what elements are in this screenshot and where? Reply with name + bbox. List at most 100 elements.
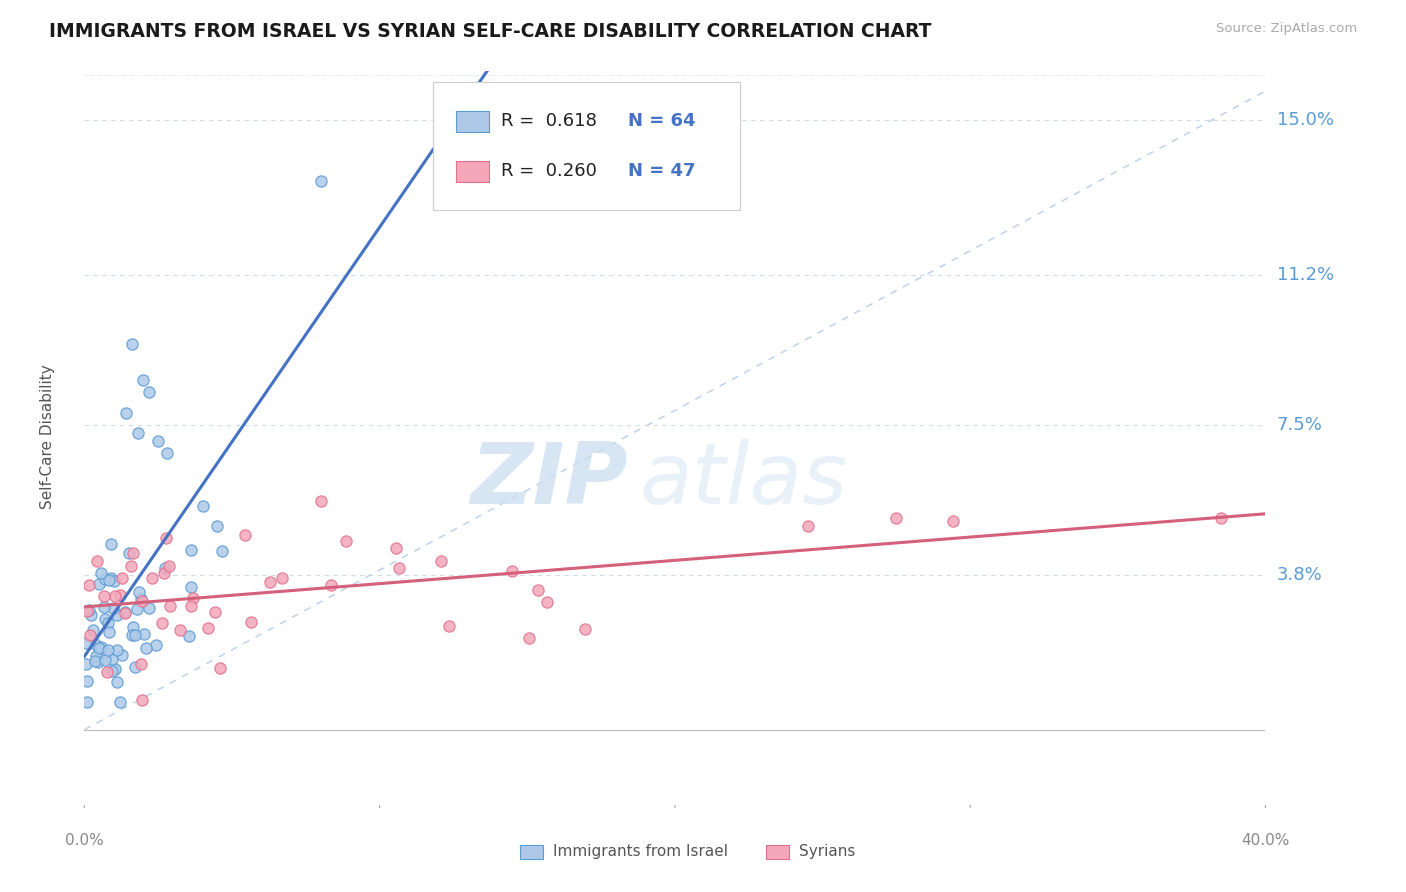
Point bbox=[501, 565, 523, 579]
Point bbox=[127, 425, 149, 440]
Text: 15.0%: 15.0% bbox=[1277, 112, 1333, 129]
Point bbox=[108, 695, 131, 709]
Point bbox=[104, 590, 127, 604]
Point bbox=[148, 434, 170, 449]
FancyBboxPatch shape bbox=[457, 112, 489, 132]
Point bbox=[77, 578, 100, 592]
Point bbox=[93, 589, 115, 603]
Point bbox=[141, 571, 163, 585]
Text: N = 47: N = 47 bbox=[627, 162, 695, 180]
Point bbox=[385, 541, 408, 555]
Point bbox=[129, 591, 152, 606]
Point bbox=[439, 619, 461, 633]
Point bbox=[121, 336, 143, 351]
Point bbox=[77, 603, 100, 617]
Text: IMMIGRANTS FROM ISRAEL VS SYRIAN SELF-CARE DISABILITY CORRELATION CHART: IMMIGRANTS FROM ISRAEL VS SYRIAN SELF-CA… bbox=[49, 22, 932, 41]
Text: 0.0%: 0.0% bbox=[65, 833, 104, 848]
Point bbox=[574, 622, 596, 636]
Point bbox=[89, 577, 111, 591]
Point bbox=[941, 514, 963, 528]
Text: 7.5%: 7.5% bbox=[1277, 416, 1323, 434]
Point bbox=[127, 602, 149, 616]
Point bbox=[83, 654, 105, 668]
Point bbox=[152, 566, 174, 580]
Point bbox=[135, 640, 157, 655]
Point bbox=[101, 600, 124, 615]
Point bbox=[82, 623, 104, 637]
Point bbox=[1211, 511, 1233, 525]
Point bbox=[103, 574, 125, 589]
Point bbox=[886, 511, 908, 525]
Point bbox=[94, 646, 117, 660]
Point bbox=[100, 537, 122, 551]
Point bbox=[98, 624, 121, 639]
Point bbox=[155, 531, 177, 545]
Point bbox=[93, 599, 115, 614]
Point bbox=[197, 621, 219, 635]
FancyBboxPatch shape bbox=[433, 82, 740, 211]
Point bbox=[429, 554, 451, 568]
Point bbox=[517, 632, 540, 646]
Point bbox=[309, 493, 332, 508]
Point bbox=[129, 657, 152, 672]
Point bbox=[180, 599, 202, 613]
Point bbox=[105, 643, 128, 657]
Point bbox=[388, 561, 411, 575]
Point bbox=[80, 608, 103, 623]
Text: R =  0.618: R = 0.618 bbox=[502, 112, 598, 130]
Point bbox=[122, 620, 145, 634]
Text: Source: ZipAtlas.com: Source: ZipAtlas.com bbox=[1216, 22, 1357, 36]
Point bbox=[335, 533, 357, 548]
Point bbox=[101, 652, 124, 666]
Point bbox=[87, 640, 110, 655]
Point bbox=[797, 519, 820, 533]
Point bbox=[104, 662, 127, 676]
Point bbox=[131, 692, 153, 706]
Point bbox=[240, 615, 263, 630]
Text: 11.2%: 11.2% bbox=[1277, 266, 1334, 284]
Point bbox=[111, 648, 134, 663]
Point bbox=[153, 561, 176, 575]
Point bbox=[96, 665, 118, 679]
Point bbox=[181, 591, 204, 605]
Point bbox=[114, 406, 136, 420]
Point bbox=[100, 664, 122, 678]
Point bbox=[114, 605, 136, 619]
Point bbox=[84, 637, 107, 651]
Point bbox=[105, 607, 128, 622]
Point bbox=[138, 601, 160, 615]
Point bbox=[94, 653, 117, 667]
Point bbox=[93, 612, 115, 626]
Point bbox=[76, 695, 98, 709]
Point bbox=[536, 595, 558, 609]
Point bbox=[100, 571, 122, 585]
Point bbox=[145, 638, 167, 652]
Text: ZIP: ZIP bbox=[470, 440, 627, 523]
Point bbox=[90, 566, 112, 581]
Text: 3.8%: 3.8% bbox=[1277, 566, 1322, 584]
Point bbox=[87, 655, 110, 669]
Point bbox=[191, 499, 214, 513]
Text: Syrians: Syrians bbox=[799, 845, 855, 859]
Point bbox=[90, 640, 112, 654]
Point bbox=[526, 582, 548, 597]
Point bbox=[86, 554, 108, 568]
Point bbox=[76, 673, 98, 688]
Point bbox=[94, 572, 117, 586]
Point bbox=[321, 578, 343, 592]
Point bbox=[180, 542, 202, 557]
Point bbox=[128, 585, 150, 599]
Point bbox=[259, 574, 281, 589]
Point bbox=[111, 571, 134, 585]
Point bbox=[84, 648, 107, 663]
Point bbox=[122, 546, 145, 560]
Point bbox=[124, 628, 146, 642]
Text: Self-Care Disability: Self-Care Disability bbox=[39, 365, 55, 509]
Point bbox=[108, 588, 131, 602]
Point bbox=[131, 594, 153, 608]
Point bbox=[79, 627, 101, 641]
Point bbox=[118, 546, 141, 560]
Point bbox=[134, 627, 156, 641]
Text: atlas: atlas bbox=[640, 440, 848, 523]
Point bbox=[156, 446, 179, 460]
